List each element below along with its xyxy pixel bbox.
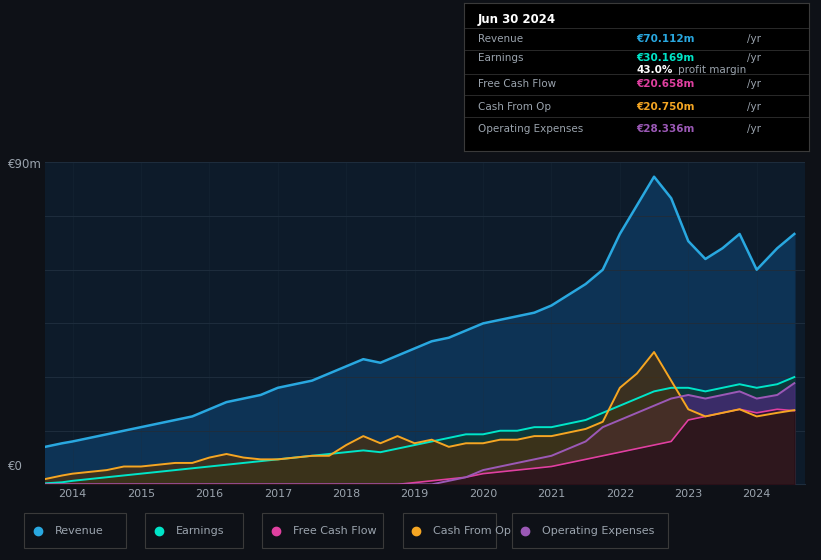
Text: Free Cash Flow: Free Cash Flow: [293, 526, 376, 535]
Text: /yr: /yr: [746, 53, 760, 63]
Text: Cash From Op: Cash From Op: [478, 102, 551, 111]
Text: /yr: /yr: [746, 102, 760, 111]
Text: /yr: /yr: [746, 34, 760, 44]
Text: profit margin: profit margin: [677, 66, 746, 76]
Text: €70.112m: €70.112m: [636, 34, 695, 44]
Text: Revenue: Revenue: [478, 34, 523, 44]
Text: €28.336m: €28.336m: [636, 124, 695, 134]
Text: €0: €0: [8, 460, 23, 473]
Text: Jun 30 2024: Jun 30 2024: [478, 13, 556, 26]
Text: Revenue: Revenue: [55, 526, 103, 535]
Text: Cash From Op: Cash From Op: [433, 526, 511, 535]
Text: €30.169m: €30.169m: [636, 53, 695, 63]
Text: Free Cash Flow: Free Cash Flow: [478, 78, 556, 88]
Text: 43.0%: 43.0%: [636, 66, 672, 76]
Text: Earnings: Earnings: [478, 53, 523, 63]
Text: Operating Expenses: Operating Expenses: [478, 124, 583, 134]
Text: /yr: /yr: [746, 78, 760, 88]
Text: Operating Expenses: Operating Expenses: [543, 526, 654, 535]
Text: €20.658m: €20.658m: [636, 78, 695, 88]
Text: €20.750m: €20.750m: [636, 102, 695, 111]
Text: €90m: €90m: [8, 158, 42, 171]
Text: /yr: /yr: [746, 124, 760, 134]
Text: Earnings: Earnings: [176, 526, 224, 535]
